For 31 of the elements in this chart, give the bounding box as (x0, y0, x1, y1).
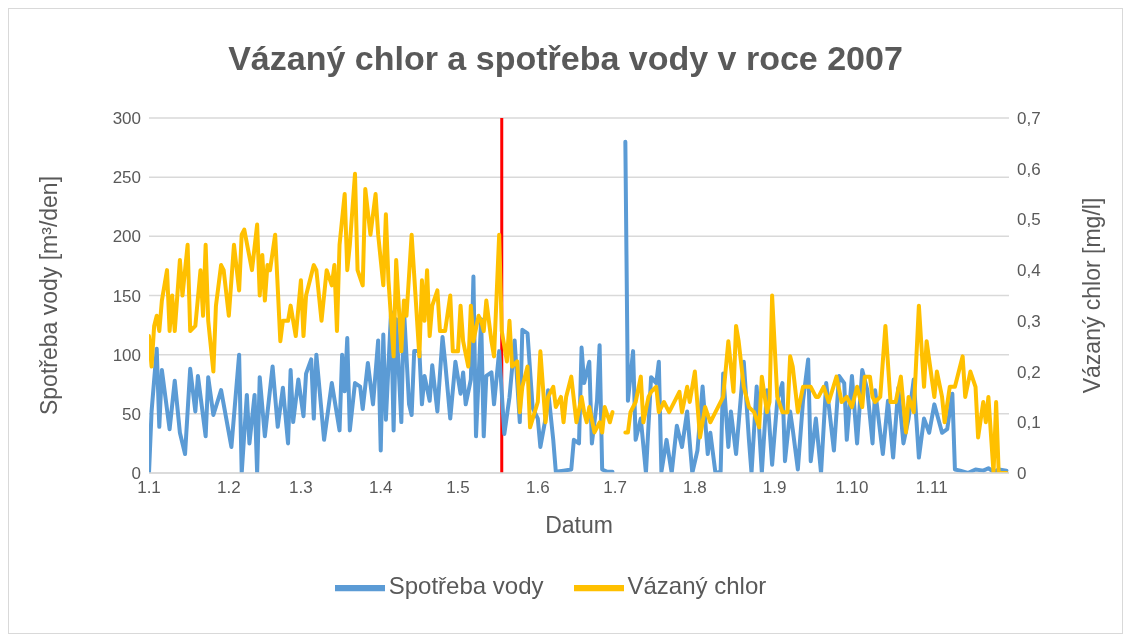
legend-label: Vázaný chlor (627, 572, 767, 600)
x-tick-label: 1.10 (835, 478, 869, 498)
x-tick-label: 1.2 (217, 478, 241, 498)
y-tick-label: 150 (112, 286, 141, 306)
y2-tick-label: 0 (1017, 464, 1027, 484)
y2-axis-title: Vázaný chlor [mg/l] (1079, 197, 1106, 394)
x-tick-label: 1.4 (368, 478, 393, 498)
chart-title: Vázaný chlor a spotřeba vody v roce 2007 (227, 39, 904, 78)
x-tick-label: 1.8 (683, 478, 707, 498)
y2-tick-label: 0,5 (1017, 210, 1041, 230)
x-tick-label: 1.7 (603, 478, 627, 498)
y-tick-label: 100 (112, 345, 141, 365)
y-axis-title: Spotřeba vody [m³/den] (36, 175, 63, 416)
y2-tick-label: 0,4 (1017, 261, 1041, 281)
y-tick-label: 250 (112, 168, 141, 188)
x-tick-label: 1.5 (446, 478, 470, 498)
y2-tick-label: 0,6 (1017, 159, 1041, 179)
x-tick-label: 1.1 (137, 478, 161, 498)
x-tick-label: 1.11 (915, 478, 948, 498)
y-tick-label: 50 (122, 404, 141, 424)
x-tick-label: 1.3 (289, 478, 313, 498)
legend-label: Spotřeba vody (388, 572, 544, 600)
y2-tick-label: 0,7 (1017, 109, 1041, 129)
y2-tick-label: 0,2 (1017, 362, 1041, 382)
y-tick-label: 300 (112, 109, 141, 129)
y-tick-label: 200 (112, 227, 141, 247)
x-tick-label: 1.6 (525, 478, 550, 498)
y2-tick-label: 0,1 (1017, 413, 1041, 433)
x-axis-title: Datum (545, 512, 613, 538)
y2-tick-label: 0,3 (1017, 311, 1041, 331)
x-tick-label: 1.9 (762, 478, 787, 498)
